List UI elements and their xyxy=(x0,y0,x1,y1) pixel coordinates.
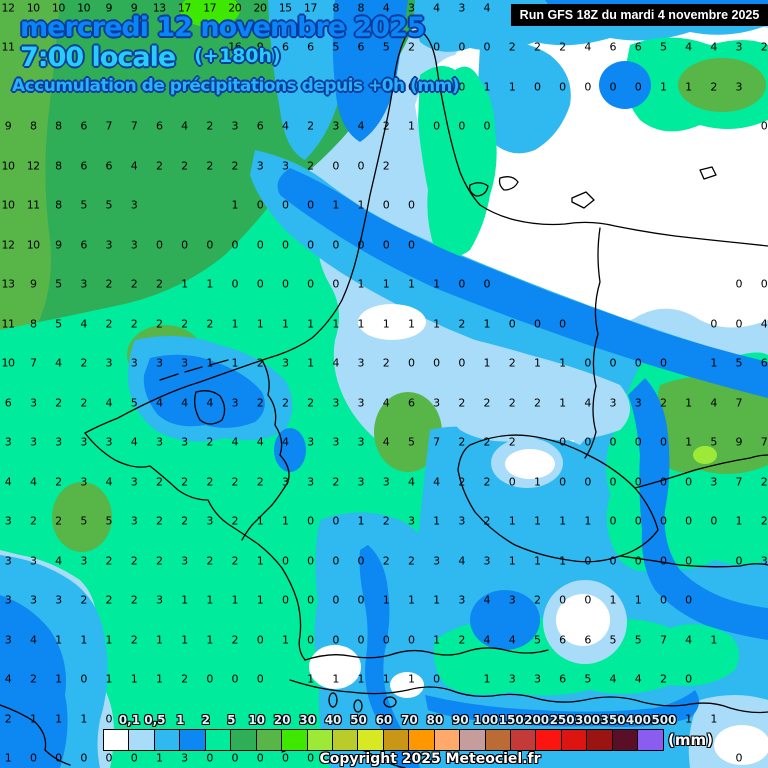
forecast-offset-label: (+180h) xyxy=(194,45,281,67)
legend-color-scale xyxy=(103,729,664,751)
legend-swatch xyxy=(510,729,537,751)
blue-spot-se xyxy=(470,590,540,650)
olive-patch-3 xyxy=(374,392,442,472)
legend-swatch xyxy=(637,729,664,751)
blue-spot-baltic xyxy=(599,61,651,109)
border-de-pl xyxy=(584,227,601,459)
legend-tick-label: 200 xyxy=(524,713,550,727)
cyan-band-denmark-west xyxy=(268,0,346,160)
white-pocket-alps2 xyxy=(390,672,424,698)
blue-core-south-band xyxy=(425,690,699,727)
coastline-northsea-baltic xyxy=(84,30,768,434)
olive-patch-2 xyxy=(52,482,112,552)
legend-swatch xyxy=(128,729,155,751)
legend-tick-label: 10 xyxy=(248,713,266,727)
legend-swatch xyxy=(153,729,181,751)
olive-patch-right xyxy=(655,376,768,474)
border-de-at-ch xyxy=(304,647,549,661)
white-pocket-3 xyxy=(556,594,610,646)
legend-swatch xyxy=(357,729,384,751)
legend-tick-label: 70 xyxy=(401,713,418,727)
legend-tick-label: 40 xyxy=(324,713,342,727)
blue-core-diagonal xyxy=(277,168,768,398)
local-time-title: 7:00 locale xyxy=(20,42,176,73)
map-subtitle: Accumulation de précipitations depuis +0… xyxy=(12,76,460,96)
legend-swatch xyxy=(306,729,333,751)
border-alps-italy xyxy=(289,679,768,714)
lake-icon-1 xyxy=(328,692,338,708)
legend-swatch xyxy=(281,729,308,751)
legend-swatch xyxy=(103,729,130,751)
legend-tick-label: 5 xyxy=(227,713,236,727)
white-pocket-2 xyxy=(505,449,555,479)
legend-swatch xyxy=(204,729,232,751)
legend-tick-label: 500 xyxy=(651,713,677,727)
border-pl-cz xyxy=(634,454,768,489)
blue-core-alps-vertical xyxy=(359,545,420,768)
coastline-ijsselmeer xyxy=(194,390,226,425)
legend-tick-label: 0,5 xyxy=(144,713,166,727)
lightblue-pocket-center xyxy=(430,330,630,442)
country-borders xyxy=(0,30,768,768)
coastline-danish-islands xyxy=(468,176,519,197)
legend-tick-label: 50 xyxy=(350,713,367,727)
legend-unit-label: (mm) xyxy=(668,731,713,749)
legend-tick-label: 2 xyxy=(201,713,210,727)
legend-swatch xyxy=(382,729,410,751)
cyan-east-denmark xyxy=(477,41,571,154)
white-pocket-1 xyxy=(358,304,426,340)
border-nl-de xyxy=(241,359,290,541)
legend-tick-label: 100 xyxy=(473,713,499,727)
coastline-ruegen-bornholm xyxy=(571,166,717,209)
white-pocket-4 xyxy=(714,725,768,765)
legend-swatch xyxy=(230,729,257,751)
lake-icon-3 xyxy=(383,696,397,708)
coastline-france-south xyxy=(0,704,71,766)
olive-patch-topright xyxy=(678,58,766,112)
coastline-wadden-islands xyxy=(159,359,229,381)
blue-spot-center xyxy=(274,428,306,472)
legend-swatch xyxy=(331,729,359,751)
legend-swatch xyxy=(459,729,486,751)
legend-swatch xyxy=(560,729,588,751)
legend-tick-label: 80 xyxy=(426,713,444,727)
legend-swatch xyxy=(433,729,461,751)
copyright-text: Copyright 2025 Meteociel.fr xyxy=(319,751,541,767)
region-olive-west-edge xyxy=(0,0,60,345)
lake-icon-2 xyxy=(353,699,363,713)
legend-tick-label: 30 xyxy=(299,713,316,727)
legend-tick-label: 300 xyxy=(575,713,601,727)
blue-core-south-arm xyxy=(628,378,768,640)
time-row: 7:00 locale (+180h) xyxy=(20,42,281,73)
legend-swatch xyxy=(408,729,435,751)
legend-swatch xyxy=(535,729,562,751)
legend-swatch xyxy=(611,729,639,751)
region-brightgreen-top xyxy=(180,0,240,27)
legend-tick-label: 250 xyxy=(549,713,575,727)
model-run-info: Run GFS 18Z du mardi 4 novembre 2025 xyxy=(511,4,768,26)
legend-swatch xyxy=(179,729,206,751)
legend-tick-label: 0,1 xyxy=(118,713,141,727)
legend-tick-label: 400 xyxy=(625,713,651,727)
legend-tick-label: 1 xyxy=(176,713,185,727)
legend-tick-label: 90 xyxy=(451,713,469,727)
legend-tick-label: 60 xyxy=(375,713,393,727)
legend-tick-label: 350 xyxy=(600,713,626,727)
legend-swatch xyxy=(484,729,511,751)
legend-swatch xyxy=(255,729,283,751)
border-west-chain xyxy=(84,432,306,661)
yellowgreen-spot xyxy=(693,446,717,464)
blue-core-dutch-coast xyxy=(143,354,265,428)
legend-tick-label: 150 xyxy=(498,713,524,727)
white-pocket-alps1 xyxy=(309,645,361,689)
border-at-east xyxy=(619,555,768,568)
blue-core-denmark xyxy=(332,0,408,142)
legend-tick-label: 20 xyxy=(273,713,291,727)
blue-core-bottom-left xyxy=(0,595,68,768)
date-title: mercredi 12 novembre 2025 xyxy=(20,12,426,43)
legend-swatch xyxy=(586,729,613,751)
